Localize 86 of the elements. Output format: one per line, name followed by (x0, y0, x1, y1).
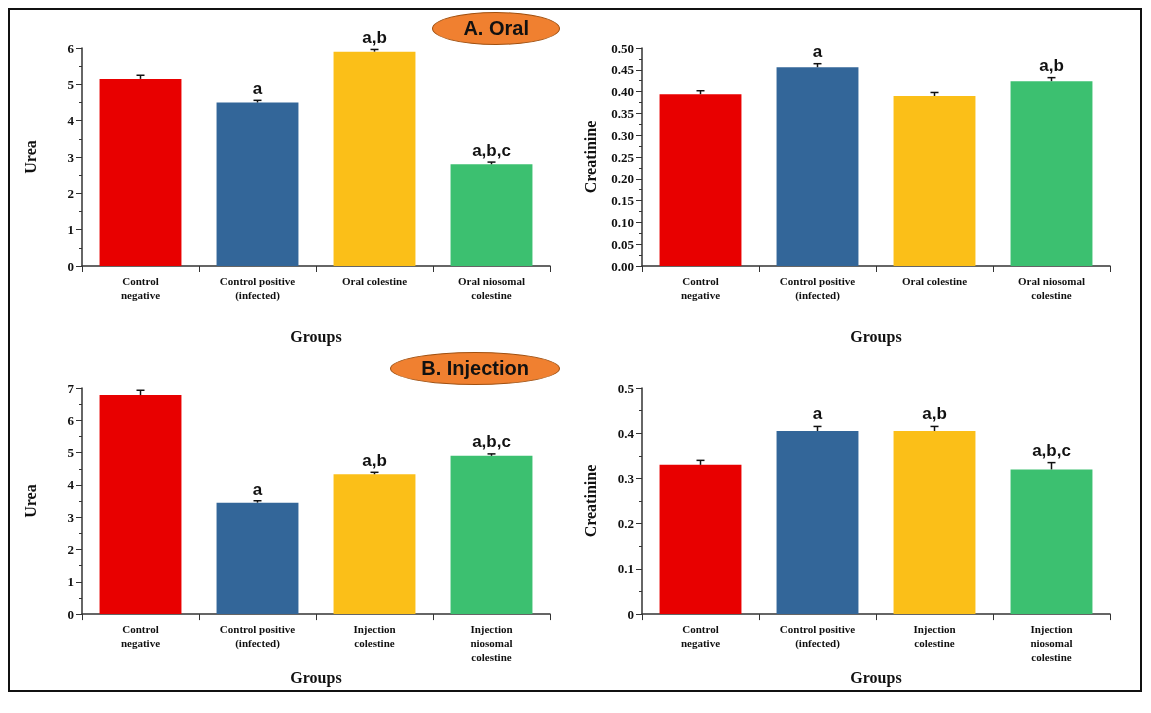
bar (893, 430, 976, 615)
x-tick-label: Oral colestine (901, 275, 968, 287)
y-tick-label: 0.35 (611, 105, 635, 121)
y-tick-label: 0.20 (611, 171, 634, 187)
y-tick-label: 5 (67, 445, 75, 461)
y-tick-label: 0.00 (611, 258, 634, 274)
bar (99, 78, 182, 266)
annotation: a,b,c (472, 141, 511, 161)
bar (216, 502, 299, 615)
y-tick-label: 0.15 (611, 193, 635, 209)
y-tick-label: 0.05 (611, 236, 635, 252)
annotation: a,b (362, 27, 387, 47)
bar (216, 102, 299, 266)
annotation: a,b,c (1032, 440, 1071, 460)
x-tick-label: Control positive (infected) (779, 623, 856, 651)
y-tick-label: 0.4 (617, 425, 635, 441)
chart-title: B. Injection (390, 352, 560, 385)
x-tick-label: Control negative (680, 275, 721, 301)
bar (1010, 469, 1093, 615)
x-tick-label: Injection colestine (353, 623, 396, 650)
y-tick-label: 3 (67, 149, 75, 165)
y-tick-label: 0.25 (611, 149, 635, 165)
y-tick-label: 0.1 (617, 561, 634, 577)
y-axis-title: Urea (21, 484, 39, 518)
annotation: a,b (1039, 55, 1064, 75)
bar (776, 67, 859, 266)
bar (333, 474, 416, 615)
y-tick-label: 0.5 (617, 380, 635, 396)
y-tick-label: 0 (627, 606, 634, 622)
bar (893, 95, 976, 266)
y-axis-title: Creatinine (581, 120, 599, 194)
x-tick-label: Injection niosomal colestine (470, 623, 513, 664)
y-tick-label: 0.2 (617, 516, 634, 532)
x-axis-title: Groups (850, 327, 902, 346)
bar (333, 51, 416, 266)
y-tick-label: 6 (67, 412, 75, 428)
annotation: a,b (922, 404, 947, 424)
x-tick-label: Oral niosomal colestine (1018, 275, 1085, 301)
y-tick-label: 0.3 (617, 470, 635, 486)
y-tick-label: 7 (67, 380, 75, 396)
figure-border: A. Oral Urea Groups 0 1 2 3 4 5 6 Control negative Control positive (infected) Oral colestine Oral niosomal colestine a a,b a,b,c Creatinine Groups 0.00 0.05 0.10 0.15 0.20 0.25 0.30 0.35 0.40 0.45 0.50 Control negative Control positive (infected) Oral colestine Oral niosomal colestine a a,b B. Injection Urea Groups 0 1 2 3 4 5 6 7 Control negative Control positive (infected) Injection colestine Injection niosomal colestine a a,b a,b,c Creatinine Groups 0 0.1 0.2 0.3 0.4 0.5 Control negative Control positive (infected) Injection colestine Injection niosomal colestine a a,b a,b,c (8, 8, 1142, 692)
y-tick-label: 0.10 (611, 214, 634, 230)
y-tick-label: 3 (67, 509, 75, 525)
y-tick-label: 6 (67, 40, 75, 56)
x-tick-label: Control positive (infected) (219, 275, 296, 302)
y-tick-label: 1 (67, 574, 74, 590)
y-tick-label: 0 (67, 606, 74, 622)
bar (659, 94, 742, 266)
y-tick-label: 4 (67, 113, 75, 129)
annotation: a (252, 479, 263, 499)
x-tick-label: Control negative (120, 623, 161, 650)
annotation: a,b,c (472, 432, 511, 452)
bar (450, 164, 533, 266)
y-tick-label: 2 (67, 542, 74, 557)
annotation: a (812, 404, 823, 424)
y-tick-label: 0.30 (611, 127, 634, 143)
x-tick-label: Injection niosomal colestine (1030, 623, 1073, 664)
x-tick-label: Injection colestine (913, 623, 956, 650)
x-axis-title: Groups (850, 668, 902, 687)
bar (99, 395, 182, 615)
bar (1010, 81, 1093, 266)
y-tick-label: 1 (67, 222, 74, 238)
y-axis-title: Creatinine (581, 464, 599, 538)
y-tick-label: 0.45 (611, 62, 635, 78)
bar (659, 464, 742, 615)
x-tick-label: Control positive (infected) (219, 623, 296, 651)
bar (450, 455, 533, 615)
x-axis-title: Groups (290, 668, 342, 687)
y-tick-label: 0.40 (611, 84, 634, 100)
bar (776, 430, 859, 615)
x-tick-label: Oral niosomal colestine (458, 275, 525, 301)
y-tick-label: 2 (67, 185, 74, 201)
y-axis-title: Urea (21, 140, 39, 174)
x-tick-label: Control negative (120, 275, 161, 301)
y-tick-label: 4 (67, 477, 75, 493)
y-tick-label: 5 (67, 76, 75, 92)
annotation: a (812, 41, 823, 61)
y-tick-label: 0 (67, 258, 74, 274)
annotation: a,b (362, 451, 387, 471)
annotation: a (252, 79, 263, 99)
x-tick-label: Control positive (infected) (779, 275, 856, 302)
y-tick-label: 0.50 (611, 40, 634, 56)
chart-title: A. Oral (432, 12, 560, 45)
x-tick-label: Control negative (680, 623, 721, 650)
x-axis-title: Groups (290, 327, 342, 346)
x-tick-label: Oral colestine (341, 275, 408, 287)
